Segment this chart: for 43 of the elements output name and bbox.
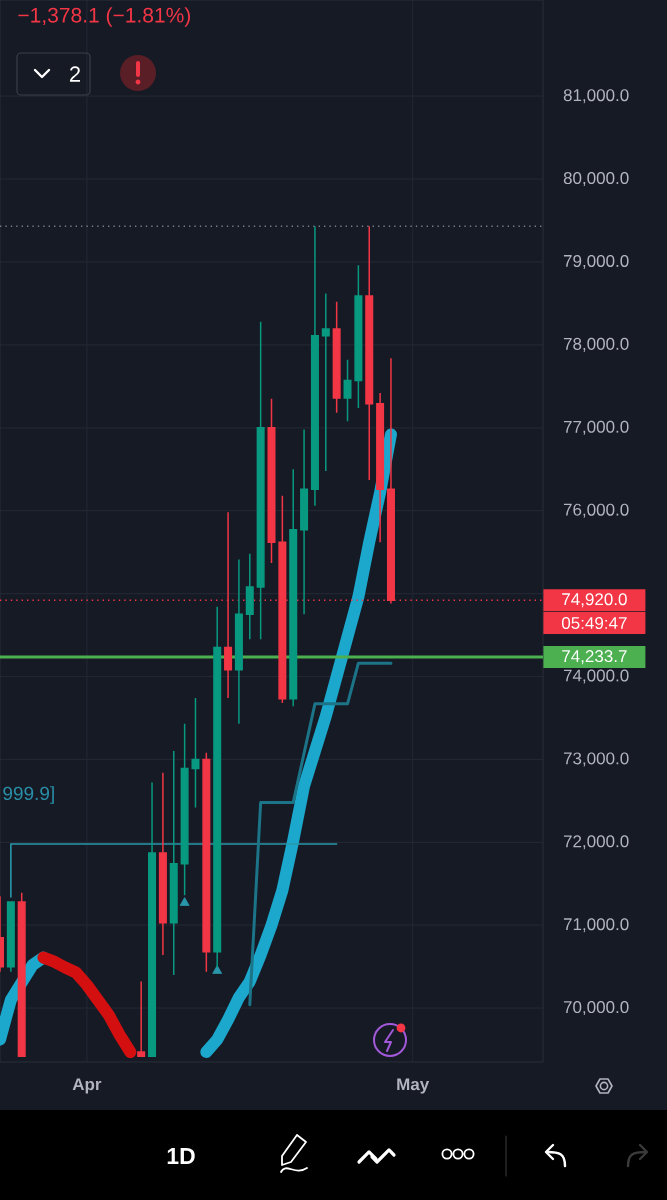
y-tick-label: 73,000.0 [563, 752, 629, 767]
candlestick [376, 392, 385, 543]
y-tick-label: 78,000.0 [563, 337, 629, 352]
candlestick [224, 511, 233, 699]
candlestick [6, 901, 15, 973]
y-tick-label: 72,000.0 [563, 835, 629, 850]
annotation: −1,378.1 (−1.81%) [18, 7, 191, 27]
y-tick-label: 76,000.0 [563, 503, 629, 518]
candlestick [180, 723, 189, 897]
ref-line-label: 74,233.7 [562, 650, 627, 665]
candlestick [289, 468, 298, 708]
candlestick [234, 558, 243, 725]
candlestick [300, 428, 309, 616]
candlestick [343, 359, 352, 422]
y-tick-label: 71,000.0 [563, 918, 629, 933]
annotation: 2 [69, 66, 81, 82]
candlestick [169, 750, 178, 976]
candlestick [310, 225, 319, 507]
x-tick-label: May [397, 1078, 430, 1094]
candlestick [137, 980, 146, 1057]
y-tick-label: 81,000.0 [563, 89, 629, 104]
candlestick [332, 301, 341, 414]
y-tick-label: 80,000.0 [563, 172, 629, 187]
candlestick [256, 320, 265, 640]
line-series [248, 661, 393, 1007]
text: 05:49:47 [561, 617, 627, 630]
y-tick-label: 79,000.0 [563, 254, 629, 269]
candlestick [202, 752, 211, 973]
text: 1D [167, 1148, 195, 1164]
x-tick-label: Apr [72, 1078, 102, 1094]
candlestick [17, 892, 26, 1057]
candlestick [267, 398, 276, 564]
candlestick [245, 553, 254, 640]
ref-line-label: 74,920.0 [562, 593, 627, 608]
candlestick [158, 771, 167, 956]
candlestick [321, 292, 330, 472]
candlestick [354, 264, 363, 409]
y-tick-label: 70,000.0 [563, 1001, 629, 1016]
y-tick-label: 74,000.0 [563, 669, 629, 684]
annotation: 999.9] [3, 786, 54, 804]
y-tick-label: 77,000.0 [563, 420, 629, 435]
candlestick [365, 225, 374, 481]
candlestick [148, 781, 157, 1057]
